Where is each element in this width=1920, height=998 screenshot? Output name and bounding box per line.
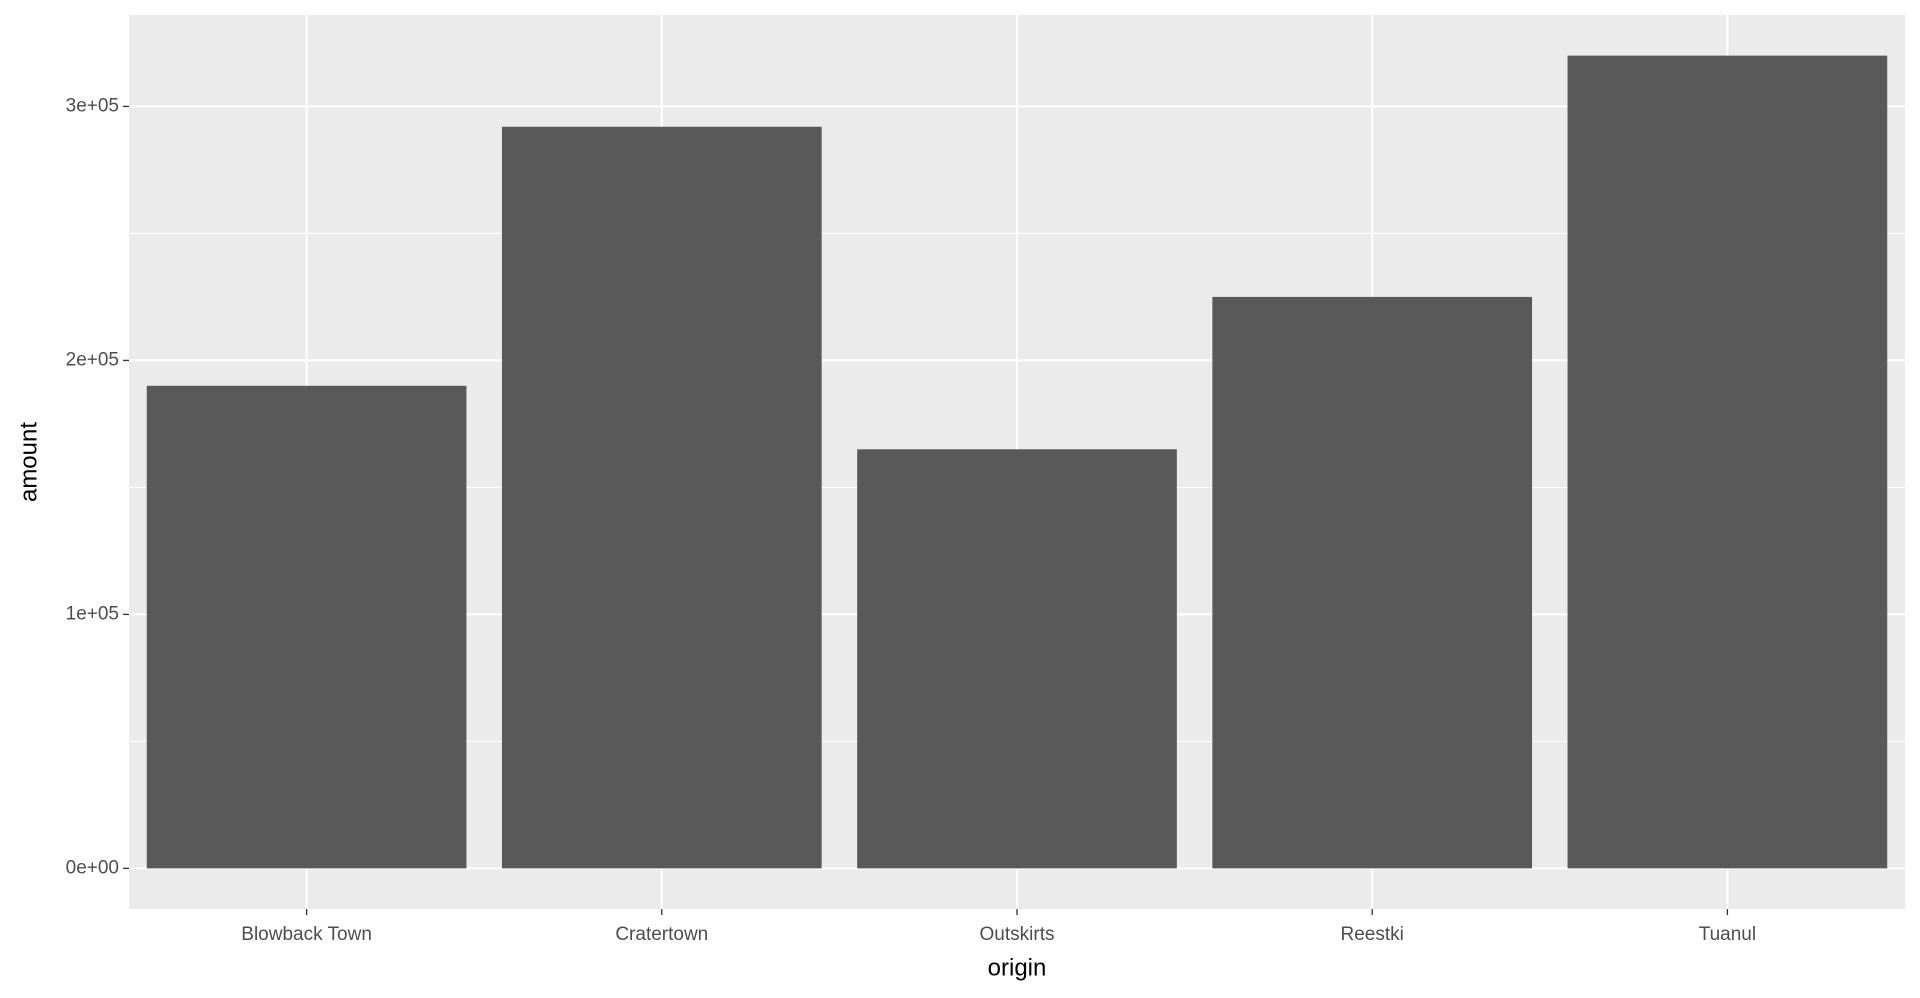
bar (501, 126, 822, 869)
x-tick-label: Reestki (1341, 924, 1404, 945)
y-tick-label: 0e+00 (66, 857, 119, 878)
bar (146, 385, 467, 869)
y-axis-title: amount (15, 422, 42, 502)
x-tick-label: Cratertown (615, 924, 708, 945)
bar (857, 449, 1177, 869)
x-axis-title: origin (988, 954, 1047, 981)
bar (1567, 55, 1888, 869)
y-tick-label: 3e+05 (66, 95, 119, 116)
x-tick-label: Outskirts (980, 924, 1055, 945)
x-tick-label: Blowback Town (241, 924, 372, 945)
x-tick-label: Tuanul (1699, 924, 1756, 945)
bar (1212, 296, 1533, 869)
y-tick-label: 1e+05 (66, 603, 119, 624)
y-tick-label: 2e+05 (66, 349, 119, 370)
